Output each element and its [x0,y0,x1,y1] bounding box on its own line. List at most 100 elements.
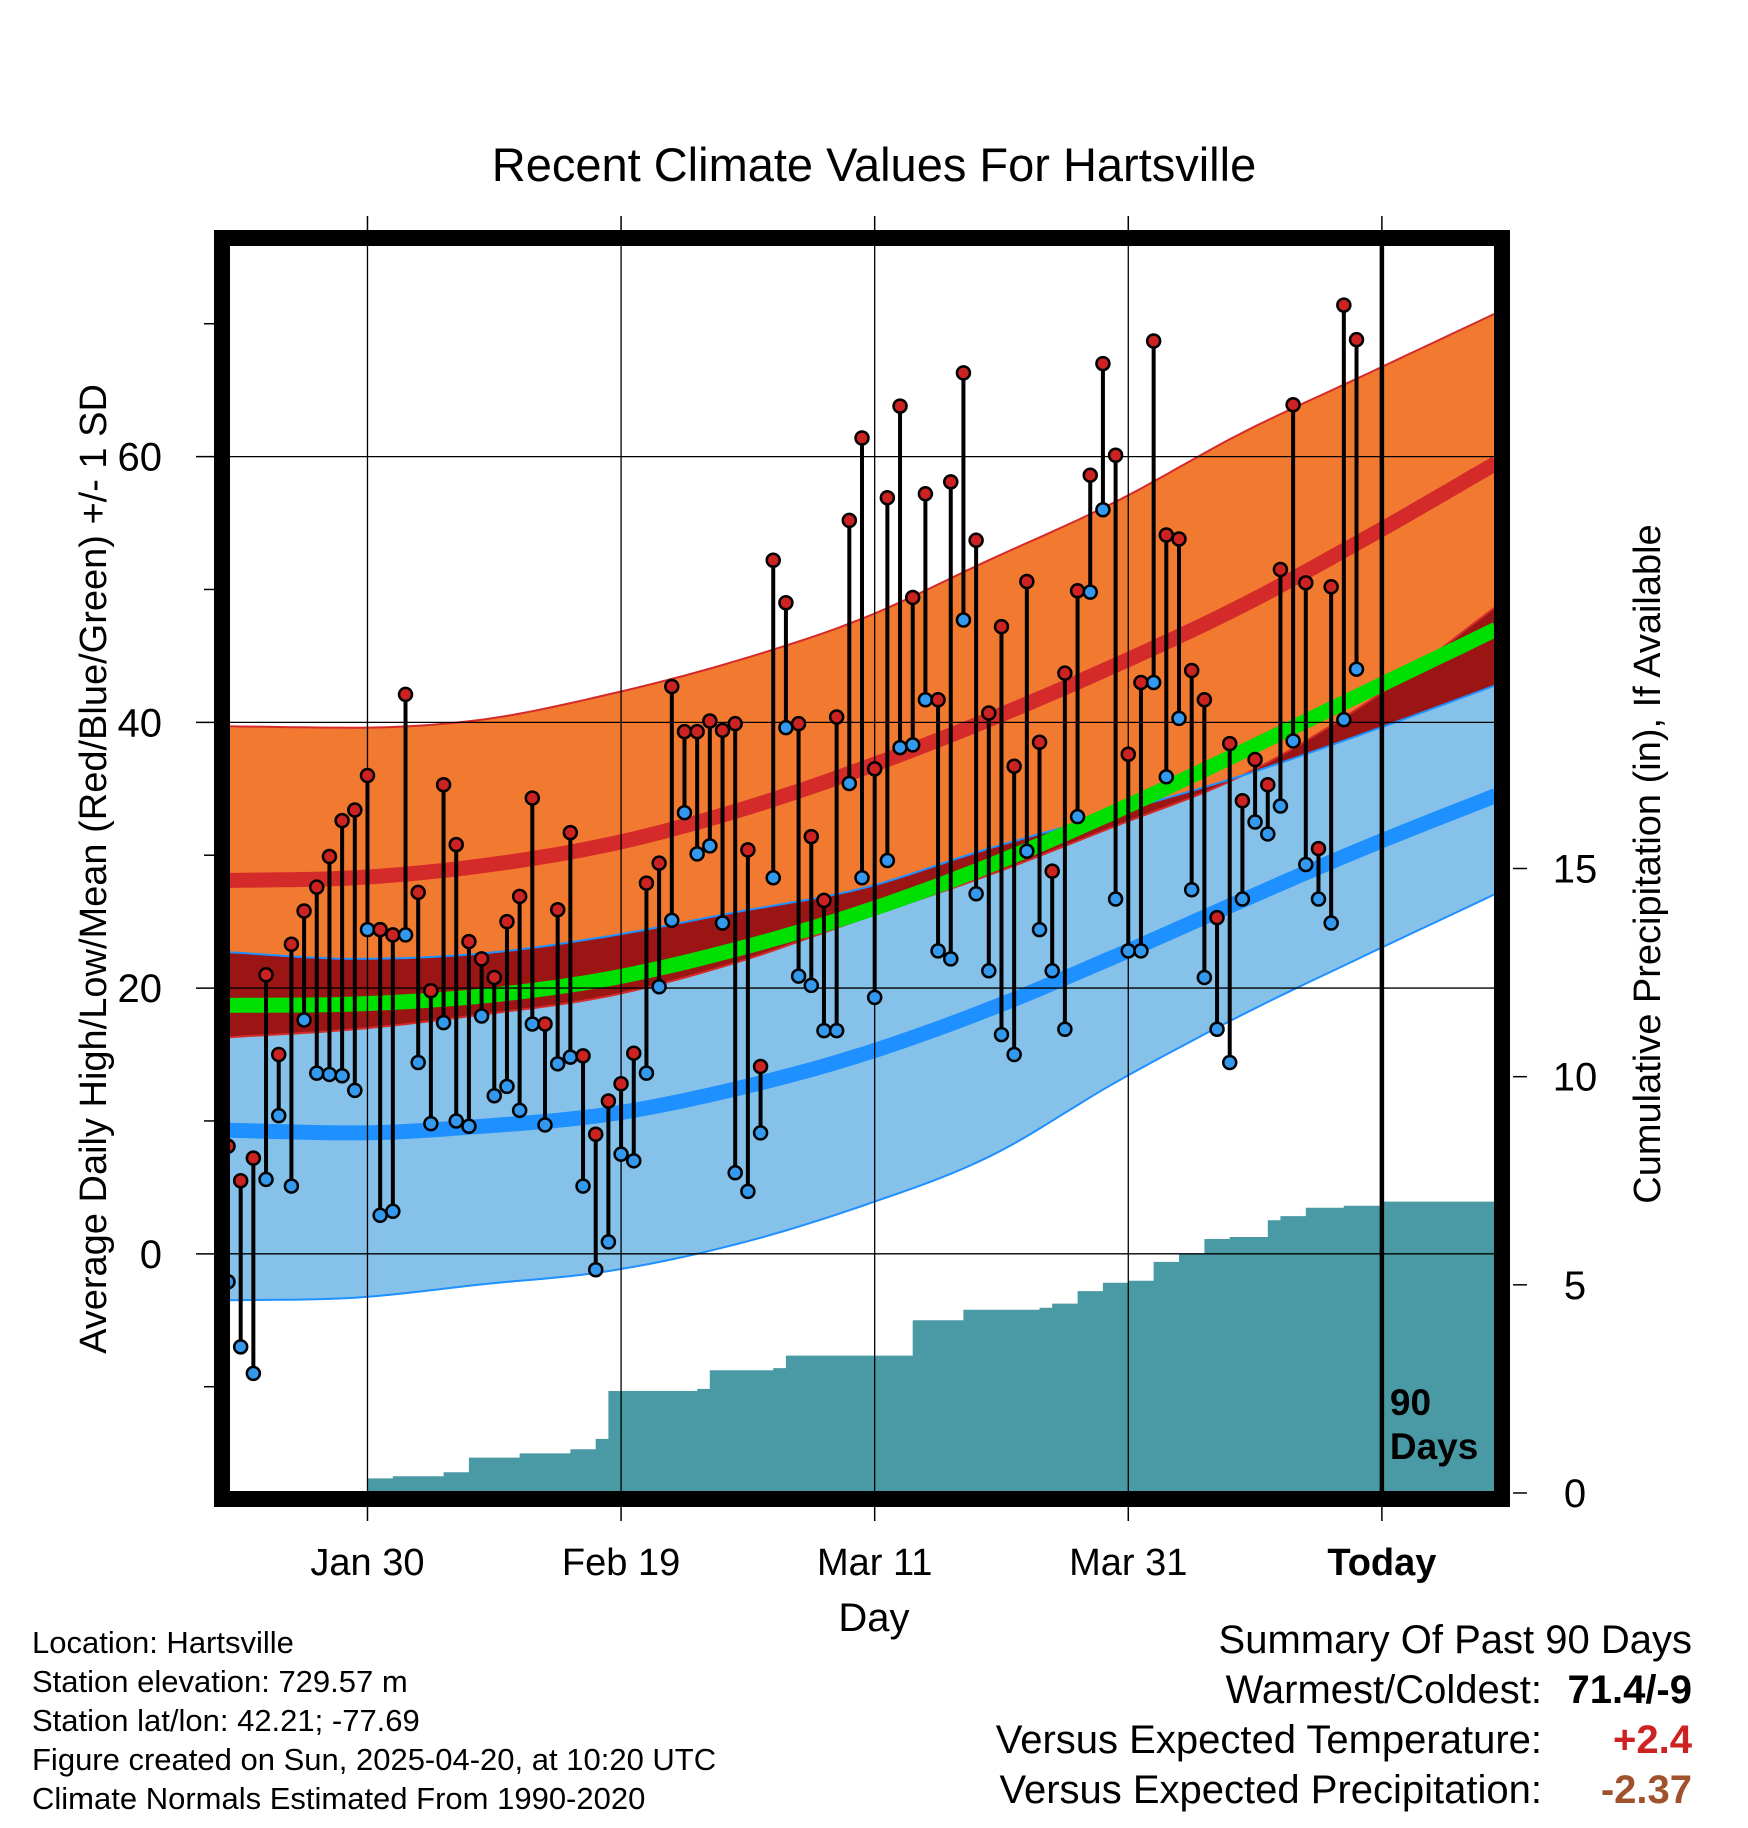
daily-low-point [600,1234,617,1250]
daily-high-point [866,761,883,777]
daily-high-point [1285,397,1301,413]
y-right-tick-label: 15 [1553,848,1598,892]
daily-low-point [1247,814,1263,830]
summary-heading: Summary Of Past 90 Days [1218,1618,1692,1662]
daily-low-point [423,1115,439,1132]
daily-high-point [347,802,363,818]
daily-low-point [499,1078,515,1095]
daily-high-point [1336,297,1352,313]
daily-low-point [270,1107,287,1124]
daily-low-point [321,1066,338,1083]
daily-low-point [968,885,984,902]
daily-high-point [1221,735,1238,752]
daily-low-point [1057,1021,1073,1038]
daily-low-point [626,1153,642,1169]
daily-high-point [930,692,946,708]
station-info: Location: Hartsville Station elevation: … [32,1623,716,1818]
daily-low-point [232,1339,249,1355]
today-marker-label: 90 Days [1390,1382,1478,1467]
daily-high-point [372,921,388,938]
daily-low-point [676,804,693,821]
daily-low-point [1069,808,1086,825]
daily-high-point [423,982,439,999]
plot-frame [214,230,1510,1507]
daily-high-point [790,715,807,732]
daily-high-point [904,589,921,606]
temp-anomaly-row: Versus Expected Temperature: +2.4 [996,1718,1692,1768]
daily-low-point [651,979,667,995]
daily-low-point [1285,733,1301,749]
daily-high-point [778,595,794,611]
daily-low-point [943,951,959,967]
daily-low-point [435,1014,452,1031]
daily-high-point [879,490,896,506]
daily-low-point [1196,969,1213,986]
precip-anomaly-label: Versus Expected Precipitation: [999,1768,1542,1812]
daily-low-point [309,1065,325,1081]
daily-low-point [511,1102,528,1119]
chart-title: Recent Climate Values For Hartsville [492,138,1256,191]
daily-low-point [930,943,946,959]
daily-low-point [334,1068,350,1084]
daily-high-point [943,474,959,490]
warmest-coldest-value: 71.4/-9 [1567,1668,1692,1712]
daily-high-point [803,828,820,845]
daily-high-point [1082,467,1098,483]
daily-high-point [702,713,718,729]
daily-high-point [828,709,845,725]
daily-high-point [613,1076,629,1092]
daily-low-point [866,989,883,1006]
daily-high-point [892,398,908,414]
daily-high-point [993,618,1010,635]
daily-high-point [562,824,579,841]
daily-high-point [765,552,781,568]
daily-high-point [638,875,655,891]
daily-high-point [575,1048,591,1064]
daily-high-point [461,933,477,950]
daily-high-point [486,969,503,986]
daily-high-point [587,1126,604,1142]
daily-high-point [968,532,984,549]
daily-low-point [689,846,705,862]
daily-low-point [1183,882,1200,898]
x-tick-label: Mar 11 [817,1542,932,1584]
daily-high-point [258,967,274,983]
y-left-tick-label: 0 [140,1233,162,1277]
daily-high-point [1348,331,1365,348]
daily-high-point [549,901,566,918]
daily-high-point [917,486,934,502]
daily-low-point [296,1012,312,1028]
y-right-tick-label: 5 [1564,1264,1586,1308]
daily-low-point [778,719,794,736]
y-axis-right-label: Cumulative Precipitation (in), If Availa… [1627,524,1669,1203]
precip-anomaly-row: Versus Expected Precipitation: -2.37 [996,1768,1692,1818]
x-tick-label: Mar 31 [1069,1542,1187,1584]
temp-anomaly-label: Versus Expected Temperature: [995,1718,1542,1762]
daily-low-point [714,915,731,931]
daily-low-point [359,921,376,938]
normal-mean-line [228,622,1496,1013]
daily-high-point [816,892,832,909]
daily-low-point [752,1125,769,1141]
daily-low-point [575,1178,591,1194]
daily-low-point [587,1262,604,1278]
daily-low-point [347,1082,363,1099]
daily-high-point [1234,792,1251,809]
normals-text: Climate Normals Estimated From 1990-2020 [32,1781,646,1816]
y-axis-left-label: Average Daily High/Low/Mean (Red/Blue/Gr… [73,384,115,1354]
daily-low-point [1348,661,1365,677]
y-left-tick-label: 20 [118,967,163,1011]
daily-low-point [1006,1046,1022,1063]
daily-low-point [1298,856,1314,873]
low-sd-upper-edge [228,684,1496,960]
daily-high-point [1209,909,1225,926]
daily-low-point [1272,798,1289,814]
daily-low-point [702,838,718,854]
daily-low-point [537,1117,553,1133]
daily-low-point [765,870,781,886]
daily-low-point [638,1065,655,1081]
daily-low-point [283,1178,300,1194]
daily-high-point [359,767,376,784]
daily-high-point [1272,561,1289,578]
daily-high-point [676,723,693,740]
